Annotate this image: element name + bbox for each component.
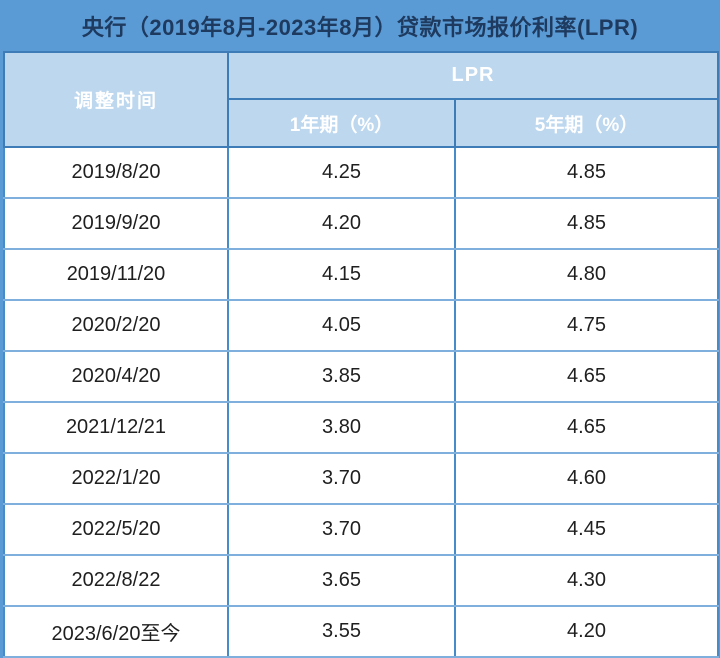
one-year-rate-cell: 3.70 — [227, 503, 456, 556]
five-year-rate-cell: 4.85 — [454, 197, 719, 250]
date-cell: 2022/1/20 — [3, 452, 229, 505]
one-year-rate-cell: 3.80 — [227, 401, 456, 454]
column-header-adjust-time: 调整时间 — [3, 51, 229, 148]
date-cell: 2019/9/20 — [3, 197, 229, 250]
five-year-rate-cell: 4.45 — [454, 503, 719, 556]
date-cell: 2019/8/20 — [3, 146, 229, 199]
table-row: 2023/6/20至今 3.55 4.20 — [3, 605, 719, 658]
five-year-rate-cell: 4.60 — [454, 452, 719, 505]
header-row-group: 调整时间 LPR — [3, 51, 719, 148]
five-year-rate-cell: 4.65 — [454, 401, 719, 454]
table-row: 2020/2/20 4.05 4.75 — [3, 299, 719, 352]
table-body: 2019/8/20 4.25 4.85 2019/9/20 4.20 4.85 … — [3, 146, 719, 658]
table-row: 2019/9/20 4.20 4.85 — [3, 197, 719, 250]
date-cell: 2023/6/20至今 — [3, 605, 229, 658]
table-row: 2021/12/21 3.80 4.65 — [3, 401, 719, 454]
one-year-rate-cell: 3.85 — [227, 350, 456, 403]
table-header: 调整时间 LPR 1年期（%） 5年期（%） — [3, 51, 719, 148]
table-row: 2022/8/22 3.65 4.30 — [3, 554, 719, 607]
table-row: 2020/4/20 3.85 4.65 — [3, 350, 719, 403]
one-year-rate-cell: 3.55 — [227, 605, 456, 658]
date-cell: 2022/5/20 — [3, 503, 229, 556]
header-row-sub: 1年期（%） 5年期（%） — [4, 98, 719, 148]
five-year-rate-cell: 4.75 — [454, 299, 719, 352]
date-cell: 2020/4/20 — [3, 350, 229, 403]
date-cell: 2022/8/22 — [3, 554, 229, 607]
table-row: 2019/8/20 4.25 4.85 — [3, 146, 719, 199]
one-year-rate-cell: 4.25 — [227, 146, 456, 199]
one-year-rate-cell: 4.20 — [227, 197, 456, 250]
five-year-rate-cell: 4.65 — [454, 350, 719, 403]
column-header-5yr: 5年期（%） — [454, 98, 719, 148]
one-year-rate-cell: 3.70 — [227, 452, 456, 505]
table-row: 2019/11/20 4.15 4.80 — [3, 248, 719, 301]
one-year-rate-cell: 4.15 — [227, 248, 456, 301]
table-row: 2022/1/20 3.70 4.60 — [3, 452, 719, 505]
date-cell: 2019/11/20 — [3, 248, 229, 301]
one-year-rate-cell: 3.65 — [227, 554, 456, 607]
column-header-1yr: 1年期（%） — [227, 98, 456, 148]
date-cell: 2020/2/20 — [3, 299, 229, 352]
column-group-header-lpr: LPR — [227, 51, 719, 100]
page-title: 央行（2019年8月-2023年8月）贷款市场报价利率(LPR) — [81, 14, 639, 40]
five-year-rate-cell: 4.85 — [454, 146, 719, 199]
five-year-rate-cell: 4.20 — [454, 605, 719, 658]
table-row: 2022/5/20 3.70 4.45 — [3, 503, 719, 556]
one-year-rate-cell: 4.05 — [227, 299, 456, 352]
date-cell: 2021/12/21 — [3, 401, 229, 454]
five-year-rate-cell: 4.30 — [454, 554, 719, 607]
five-year-rate-cell: 4.80 — [454, 248, 719, 301]
lpr-table: 调整时间 LPR 1年期（%） 5年期（%） 2019/8/20 4.25 4.… — [3, 51, 719, 658]
